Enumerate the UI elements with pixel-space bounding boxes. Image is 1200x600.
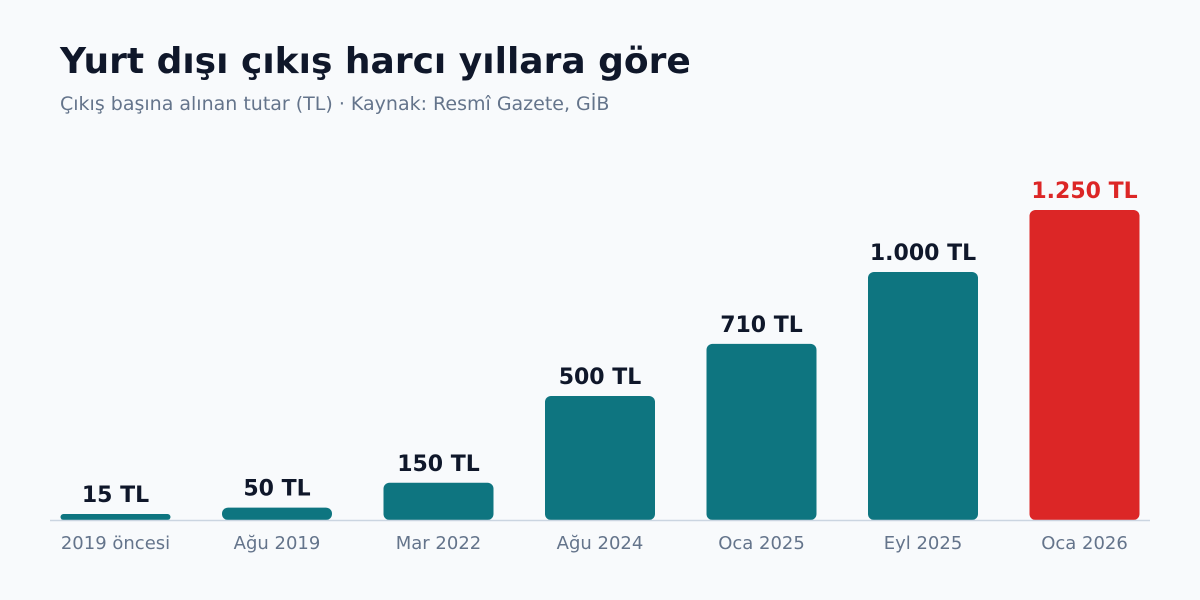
chart-subtitle: Çıkış başına alınan tutar (TL) · Kaynak:… [60, 93, 610, 115]
bar-value-label-1: 15 TL [82, 483, 149, 508]
x-tick-labels-group: 2019 öncesi Ağu 2019 Mar 2022 Ağu 2024 Oca 2… [61, 533, 1128, 554]
bar-value-label-6: 1.000 TL [870, 241, 976, 266]
bar-7 [1029, 210, 1140, 520]
bars-group [60, 210, 1140, 520]
bar-value-label-3: 150 TL [397, 452, 480, 477]
bar-4 [545, 396, 655, 520]
bar-2 [222, 507, 332, 520]
bar-6 [868, 272, 978, 520]
x-tick-label-2: Ağu 2019 [234, 533, 321, 554]
bar-1 [60, 514, 171, 520]
bar-3 [383, 482, 494, 520]
x-tick-label-1: 2019 öncesi [61, 533, 170, 554]
bar-5 [706, 343, 817, 520]
x-tick-label-4: Ağu 2024 [557, 533, 644, 554]
x-tick-label-6: Eyl 2025 [884, 533, 963, 554]
x-tick-label-3: Mar 2022 [396, 533, 482, 554]
x-tick-label-5: Oca 2025 [718, 533, 805, 554]
value-labels-group: 15 TL 50 TL 150 TL 500 TL 710 TL 1.000 TL 1.25… [82, 179, 1138, 508]
bar-value-label-5: 710 TL [720, 313, 803, 338]
chart-title: Yurt dışı çıkış harcı yıllara göre [60, 41, 691, 82]
bar-value-label-4: 500 TL [559, 365, 642, 390]
bar-value-label-2: 50 TL [243, 477, 310, 502]
x-tick-label-7: Oca 2026 [1041, 533, 1128, 554]
bar-value-label-7: 1.250 TL [1031, 179, 1137, 204]
